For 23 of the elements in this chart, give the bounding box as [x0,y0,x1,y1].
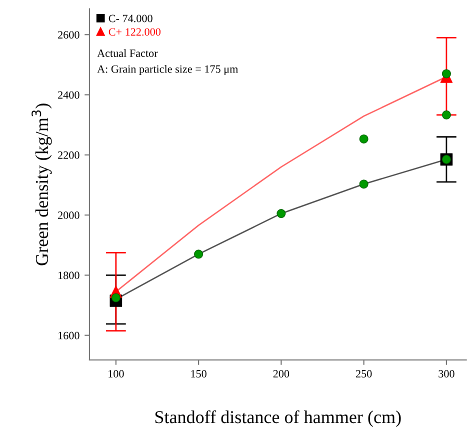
point [276,209,286,218]
annotation: Actual Factor [97,49,158,57]
point [442,110,451,120]
point [194,250,204,259]
x-tick-label: 300 [438,370,454,378]
point [359,134,368,144]
annotation: A: Grain particle size = 175 μm [97,64,238,76]
x-tick-label: 250 [356,370,372,378]
y-tick-label: 2200 [58,151,80,159]
y-axis-title: Green density (kg/m$^{3}$) [32,104,52,266]
y-tick-label: 2000 [58,212,80,220]
x-tick-label: 100 [108,370,124,378]
legend-label: C- 74.000 [108,14,152,22]
x-tick-label: 150 [191,370,206,378]
point [442,69,451,78]
legend-label: C+ 122.000 [108,28,161,36]
point [359,180,368,189]
y-tick-label: 1600 [58,332,80,340]
x-tick-label: 200 [273,370,290,378]
y-tick-label: 2600 [58,31,80,39]
y-tick-label: 2400 [58,91,80,99]
y-tick-label: 1800 [58,272,80,280]
x-axis-title: Standoff distance of hammer (cm) [155,410,401,427]
